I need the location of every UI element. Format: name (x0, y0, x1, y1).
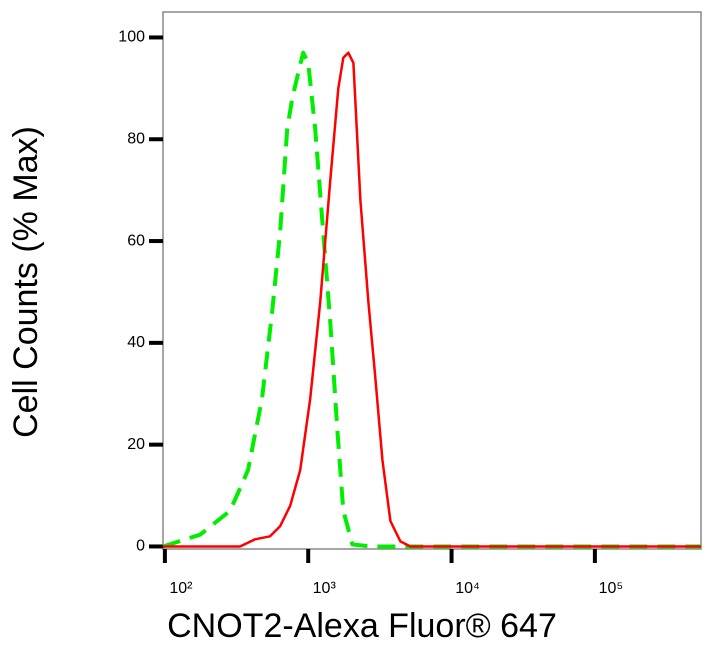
x-tick-label: 10⁵ (599, 580, 623, 597)
y-axis-title: Cell Counts (% Max) (7, 126, 45, 438)
x-tick-label: 10² (169, 580, 193, 597)
y-tick-label: 40 (127, 334, 145, 351)
y-tick-label: 0 (136, 538, 145, 555)
x-axis-title: CNOT2-Alexa Fluor® 647 (167, 607, 557, 645)
y-tick-label: 100 (118, 29, 145, 46)
series-line (163, 51, 701, 548)
series-line (162, 50, 701, 549)
x-tick-label: 10⁴ (455, 580, 480, 597)
y-tick-label: 80 (127, 130, 145, 147)
x-tick-label: 10³ (313, 580, 337, 597)
plot-frame (162, 11, 702, 550)
y-tick-label: 60 (127, 232, 145, 249)
y-tick-label: 20 (127, 436, 145, 453)
